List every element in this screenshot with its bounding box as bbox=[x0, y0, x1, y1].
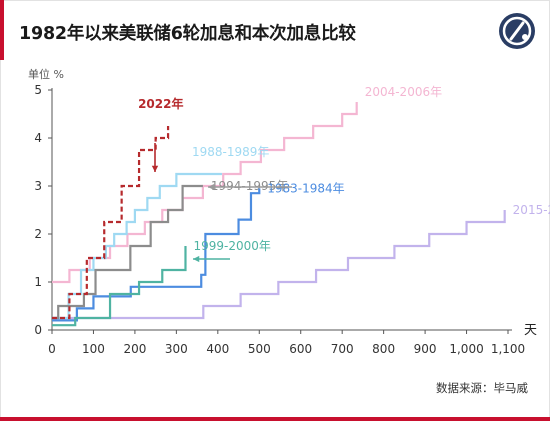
arrow-1994-head bbox=[208, 183, 215, 191]
y-tick-label: 1 bbox=[34, 275, 42, 289]
x-tick-label: 400 bbox=[206, 342, 229, 356]
source-note: 数据来源：毕马威 bbox=[436, 381, 528, 395]
x-tick-label: 0 bbox=[48, 342, 56, 356]
series-label-1: 2015-2018年 bbox=[513, 203, 550, 217]
x-tick-label: 600 bbox=[289, 342, 312, 356]
series-line-1 bbox=[52, 210, 506, 320]
bottom-accent-bar bbox=[0, 417, 550, 421]
series-label-0: 2004-2006年 bbox=[365, 85, 442, 99]
chart-title: 1982年以来美联储6轮加息和本次加息比较 bbox=[19, 24, 356, 44]
x-tick-label: 1,000 bbox=[449, 342, 483, 356]
y-tick-label: 5 bbox=[34, 83, 42, 97]
x-tick-label: 300 bbox=[165, 342, 188, 356]
x-tick-label: 500 bbox=[248, 342, 271, 356]
series-line-2 bbox=[52, 172, 222, 320]
series-label-2: 1988-1989年 bbox=[192, 145, 269, 159]
x-tick-label: 900 bbox=[414, 342, 437, 356]
y-tick-label: 3 bbox=[34, 179, 42, 193]
y-tick-label: 0 bbox=[34, 323, 42, 337]
series-label-5: 1999-2000年 bbox=[193, 239, 270, 253]
series-line-0 bbox=[52, 102, 358, 284]
series-line-4 bbox=[52, 188, 261, 322]
y-tick-label: 2 bbox=[34, 227, 42, 241]
y-unit-label: 单位 % bbox=[28, 68, 64, 81]
x-tick-label: 800 bbox=[372, 342, 395, 356]
arrow-1999-head bbox=[193, 255, 200, 263]
series-label-6: 2022年 bbox=[138, 96, 183, 111]
arrow-2022-head bbox=[151, 165, 159, 172]
x-tick-label: 200 bbox=[123, 342, 146, 356]
series-line-5 bbox=[52, 246, 187, 327]
x-tick-label: 700 bbox=[331, 342, 354, 356]
series-line-3 bbox=[52, 184, 203, 320]
y-tick-label: 4 bbox=[34, 131, 42, 145]
x-unit-label: 天 bbox=[524, 323, 537, 338]
x-tick-label: 1,100 bbox=[491, 342, 525, 356]
title-accent-bar bbox=[0, 0, 4, 60]
series-label-4: 1983-1984年 bbox=[267, 181, 344, 195]
brand-logo-icon bbox=[499, 13, 535, 49]
series-label-3: 1994-1995年 bbox=[211, 179, 288, 193]
x-tick-label: 100 bbox=[82, 342, 105, 356]
